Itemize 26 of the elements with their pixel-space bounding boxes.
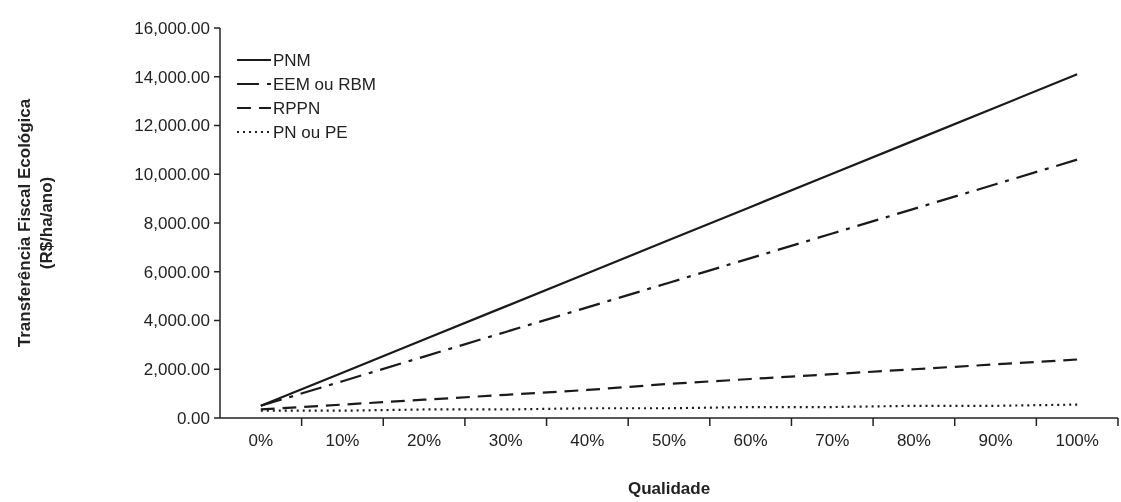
y-tick-label: 10,000.00 bbox=[134, 165, 210, 185]
x-tick-label: 30% bbox=[488, 431, 523, 450]
y-tick-label: 8,000.00 bbox=[143, 213, 210, 233]
x-tick-label: 50% bbox=[651, 431, 687, 450]
x-tick-label: 70% bbox=[815, 431, 850, 450]
legend-label: EEM ou RBM bbox=[273, 74, 376, 94]
x-tick-label: 0% bbox=[248, 431, 274, 450]
legend-label: RPPN bbox=[273, 98, 321, 118]
y-tick-label: 12,000.00 bbox=[134, 116, 210, 136]
y-tick-label: 16,000.00 bbox=[134, 18, 210, 38]
x-axis-title: Qualidade bbox=[627, 479, 711, 498]
x-tick-label: 20% bbox=[407, 431, 442, 450]
y-tick-label: 0.00 bbox=[176, 408, 210, 428]
y-tick-label: 4,000.00 bbox=[143, 311, 210, 331]
y-tick-label: 6,000.00 bbox=[143, 262, 210, 282]
x-tick-label: 90% bbox=[978, 431, 1013, 450]
y-tick-label: 14,000.00 bbox=[134, 67, 210, 87]
x-tick-label: 10% bbox=[325, 431, 360, 450]
x-tick-label: 60% bbox=[733, 431, 768, 450]
y-axis-title: Transferência Fiscal Ecológica (R$/ha/ano) bbox=[15, 98, 57, 348]
legend-label: PN ou PE bbox=[273, 122, 348, 142]
x-tick-label: 80% bbox=[896, 431, 931, 450]
legend-label: PNM bbox=[273, 50, 311, 70]
x-tick-label: 100% bbox=[1055, 431, 1099, 450]
y-tick-label: 2,000.00 bbox=[143, 360, 210, 380]
x-tick-label: 40% bbox=[570, 431, 605, 450]
